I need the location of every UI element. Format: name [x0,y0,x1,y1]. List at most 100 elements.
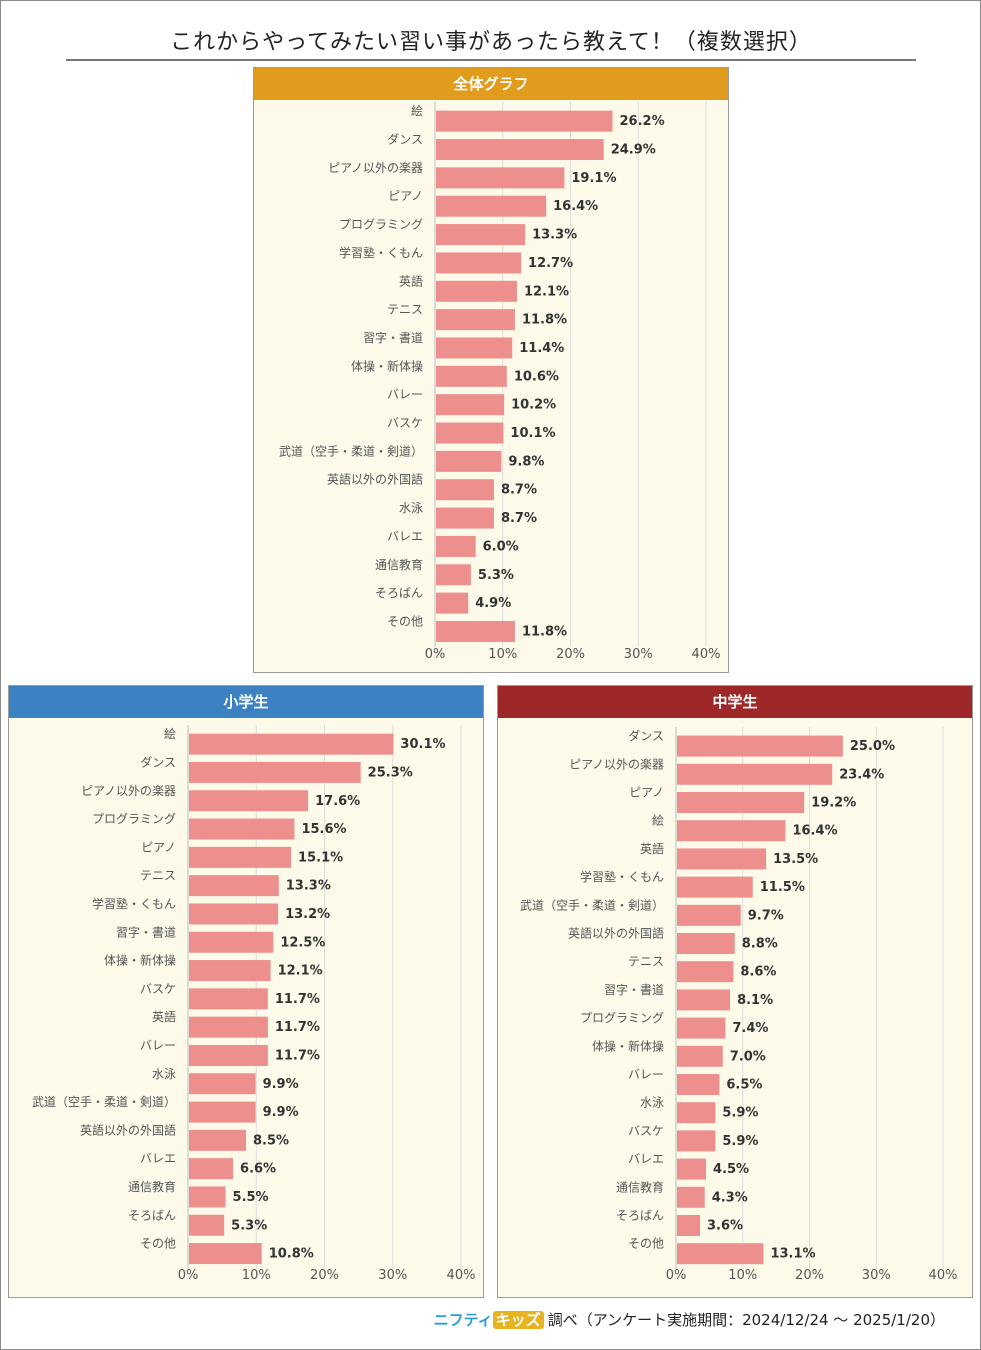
overall-bar [436,479,494,501]
junior-high-chart-panel: 中学生 0% 10% 20% 30% 40% ダンス 25.0% ピアノ以外の楽器 23.4% ピ… [497,685,973,1298]
overall-bar [436,110,613,132]
overall-category-label: 英語 [399,273,423,288]
junior-high-bar [677,792,805,813]
junior-high-bar [677,1158,707,1180]
overall-chart-title: 全体グラフ [254,68,728,100]
elementary-category-label: そろばん [128,1208,176,1222]
junior-high-bar [677,904,741,926]
junior-high-x-tick-label: 10% [728,1268,757,1283]
overall-x-tick-label: 20% [556,647,585,662]
overall-category-label: 絵 [411,103,423,118]
overall-value-label: 5.3% [478,568,514,583]
elementary-bar [189,1073,256,1095]
junior-high-value-label: 11.5% [760,880,805,895]
overall-bar [436,422,504,444]
junior-high-category-label: ピアノ [629,786,664,800]
junior-high-bar [677,1186,705,1208]
junior-high-x-tick-label: 0% [666,1268,687,1283]
overall-x-tick-label: 30% [624,647,653,662]
junior-high-bar [677,820,786,842]
elementary-bar [189,1016,268,1038]
junior-high-bar [677,1074,720,1095]
junior-high-value-label: 7.4% [732,1021,768,1036]
elementary-category-label: 武道（空手・柔道・剣道） [32,1095,176,1109]
junior-high-category-label: 英語 [640,841,664,856]
overall-value-label: 26.2% [620,114,665,129]
elementary-category-label: ピアノ [141,840,176,854]
overall-bar [436,195,547,217]
elementary-bar [189,733,394,755]
overall-value-label: 12.1% [524,284,569,299]
junior-high-value-label: 3.6% [707,1219,743,1234]
elementary-x-tick-label: 0% [178,1268,199,1283]
elementary-value-label: 9.9% [263,1077,299,1092]
elementary-value-label: 11.7% [275,1048,320,1063]
elementary-value-label: 25.3% [368,765,413,780]
elementary-value-label: 10.8% [269,1247,314,1262]
overall-bar [436,337,513,359]
overall-x-tick-label: 10% [488,647,517,662]
overall-value-label: 11.4% [519,341,564,356]
junior-high-category-label: バレエ [628,1152,664,1166]
junior-high-category-label: 水泳 [640,1096,664,1110]
overall-value-label: 8.7% [501,483,537,498]
junior-high-category-label: バレー [628,1068,664,1082]
junior-high-chart: 0% 10% 20% 30% 40% ダンス 25.0% ピアノ以外の楽器 23.4% ピアノ 19… [520,727,958,1283]
junior-high-chart-title: 中学生 [498,686,972,718]
elementary-category-label: 英語以外の外国語 [80,1122,176,1137]
overall-value-label: 16.4% [553,199,598,214]
elementary-value-label: 9.9% [263,1105,299,1120]
elementary-bar [189,988,268,1010]
elementary-category-label: 絵 [164,726,176,741]
junior-high-category-label: ピアノ以外の楽器 [569,757,664,771]
junior-high-category-label: 通信教育 [616,1179,664,1194]
elementary-bar [189,903,279,925]
overall-category-label: バレエ [387,529,423,543]
junior-high-value-label: 7.0% [730,1049,766,1064]
elementary-category-label: バレエ [140,1152,176,1166]
elementary-bar [189,1101,256,1123]
junior-high-category-label: 学習塾・くもん [580,869,664,884]
logo-text-kids: キッズ [492,1311,544,1329]
overall-bar [436,535,476,557]
junior-high-bar [677,1243,764,1265]
junior-high-bar [677,763,833,785]
overall-category-label: 通信教育 [375,557,423,572]
elementary-value-label: 13.3% [286,879,331,894]
junior-high-value-label: 6.5% [726,1078,762,1093]
elementary-bar [189,1129,247,1151]
elementary-value-label: 12.5% [280,935,325,950]
footer-source-text: 調べ（アンケート実施期間：2024/12/24 ～ 2025/1/20） [547,1311,945,1329]
overall-value-label: 19.1% [571,171,616,186]
overall-category-label: 英語以外の外国語 [327,472,423,487]
overall-category-label: 習字・書道 [363,330,423,345]
junior-high-bar [677,989,731,1011]
elementary-value-label: 11.7% [275,1020,320,1035]
junior-high-bar [677,876,753,898]
elementary-bar [189,931,274,953]
elementary-bar [189,960,271,982]
elementary-x-tick-label: 10% [242,1268,271,1283]
overall-category-label: ダンス [387,132,423,147]
overall-bar [436,252,522,274]
elementary-value-label: 5.5% [233,1190,269,1205]
junior-high-bar [677,1102,716,1124]
junior-high-category-label: 武道（空手・柔道・剣道） [520,898,664,912]
elementary-bar [189,1214,225,1236]
elementary-bar [189,846,292,868]
junior-high-x-tick-label: 40% [929,1268,958,1283]
junior-high-category-label: 絵 [652,813,664,828]
elementary-value-label: 12.1% [278,964,323,979]
elementary-x-tick-label: 30% [378,1268,407,1283]
overall-bar [436,309,515,331]
elementary-x-tick-label: 40% [447,1268,476,1283]
title-divider [66,59,916,61]
junior-high-category-label: 英語以外の外国語 [568,926,664,941]
junior-high-value-label: 25.0% [850,739,895,754]
overall-chart-panel: 全体グラフ 0% 10% 20% 30% 40% 絵 26.2% ダンス 24.9% ピアノ以外の… [253,67,729,673]
overall-bar [436,450,502,472]
overall-x-tick-label: 40% [692,647,721,662]
overall-value-label: 6.0% [483,539,519,554]
elementary-chart-title: 小学生 [9,686,483,718]
junior-high-category-label: バスケ [628,1124,664,1138]
